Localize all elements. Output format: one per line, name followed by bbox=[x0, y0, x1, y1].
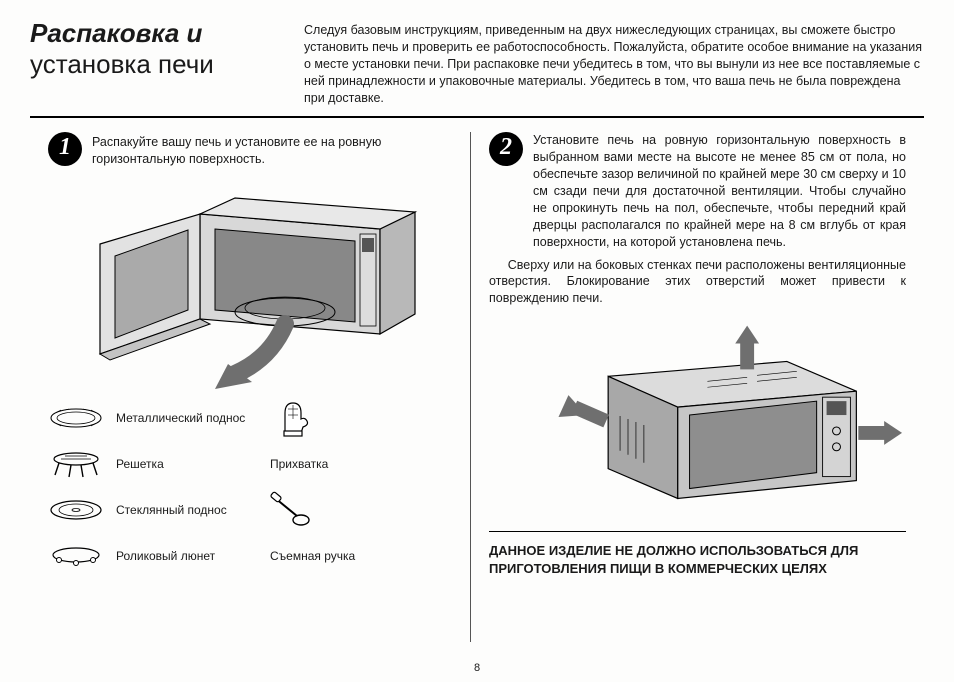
page-header: Распаковка и установка печи Следуя базов… bbox=[30, 18, 924, 106]
column-left: 1 Распакуйте вашу печь и установите ее н… bbox=[30, 132, 470, 642]
figure-microwave-clearance bbox=[489, 321, 906, 521]
page-title: Распаковка и установка печи bbox=[30, 18, 280, 106]
column-right: 2 Установите печь на ровную горизонтальн… bbox=[470, 132, 924, 642]
step2-head: 2 Установите печь на ровную горизонтальн… bbox=[489, 132, 906, 250]
step2-para1: Установите печь на ровную горизонтальную… bbox=[533, 132, 906, 250]
handle-icon bbox=[264, 494, 320, 526]
metal-tray-icon bbox=[48, 402, 104, 434]
page-number: 8 bbox=[474, 662, 480, 674]
accessories-grid: Металлический поднос bbox=[48, 402, 452, 572]
roller-ring-label: Роликовый люнет bbox=[116, 549, 256, 563]
step2-badge: 2 bbox=[489, 132, 523, 166]
title-line2: установка печи bbox=[30, 49, 280, 80]
title-line1: Распаковка и bbox=[30, 18, 280, 49]
rack-label: Решетка bbox=[116, 457, 256, 471]
divider-top bbox=[30, 116, 924, 118]
step1-head: 1 Распакуйте вашу печь и установите ее н… bbox=[48, 132, 452, 168]
divider-warning bbox=[489, 531, 906, 532]
metal-tray-label: Металлический поднос bbox=[116, 411, 256, 425]
rack-icon bbox=[48, 448, 104, 480]
handle-label: Съемная ручка bbox=[264, 549, 452, 563]
step1-text: Распакуйте вашу печь и установите ее на … bbox=[92, 132, 452, 168]
commercial-warning: ДАННОЕ ИЗДЕЛИЕ НЕ ДОЛЖНО ИСПОЛЬЗОВАТЬСЯ … bbox=[489, 542, 906, 577]
mitt-icon bbox=[264, 402, 320, 434]
step2-para2: Сверху или на боковых стенках печи распо… bbox=[489, 257, 906, 308]
glass-tray-label: Стеклянный поднос bbox=[116, 503, 256, 517]
step1-badge: 1 bbox=[48, 132, 82, 166]
intro-paragraph: Следуя базовым инструкциям, приведенным … bbox=[304, 18, 924, 106]
mitt-label: Прихватка bbox=[264, 457, 452, 471]
figure-microwave-open bbox=[48, 174, 452, 394]
glass-tray-icon bbox=[48, 494, 104, 526]
two-column-layout: 1 Распакуйте вашу печь и установите ее н… bbox=[30, 132, 924, 642]
roller-ring-icon bbox=[48, 540, 104, 572]
